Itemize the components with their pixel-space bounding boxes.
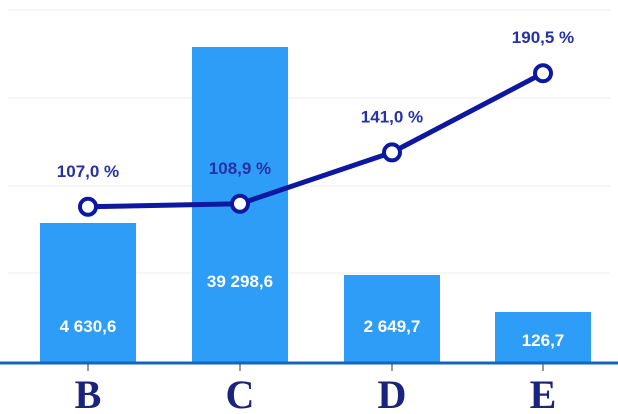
line-point-D <box>382 142 402 163</box>
x-tick-label: C <box>226 372 255 414</box>
line-series <box>78 63 553 217</box>
line-value-label: 108,9 % <box>209 159 271 178</box>
line-value-label: 190,5 % <box>512 28 574 47</box>
line-point-B <box>78 196 98 217</box>
line-value-label: 107,0 % <box>57 162 119 181</box>
line-value-label: 141,0 % <box>361 107 423 126</box>
bar-value-label: 126,7 <box>522 331 565 350</box>
bar-value-label: 4 630,6 <box>60 317 117 336</box>
line-point-C <box>230 193 250 214</box>
bar-E <box>495 312 591 362</box>
line-point-E <box>533 63 553 84</box>
x-axis <box>0 361 618 371</box>
bar-value-labels: 4 630,6 39 298,6 2 649,7 126,7 <box>60 272 565 350</box>
line-path <box>87 70 545 210</box>
bar-value-label: 39 298,6 <box>207 272 273 291</box>
x-tick-label: B <box>75 372 102 414</box>
bar-B <box>40 223 136 362</box>
category-labels: B C D E <box>75 372 557 414</box>
x-tick-label: D <box>378 372 407 414</box>
line-value-labels: 107,0 % 108,9 % 141,0 % 190,5 % <box>57 28 574 181</box>
x-tick-label: E <box>530 372 557 414</box>
bar-value-label: 2 649,7 <box>364 317 421 336</box>
bar-D <box>344 275 440 362</box>
